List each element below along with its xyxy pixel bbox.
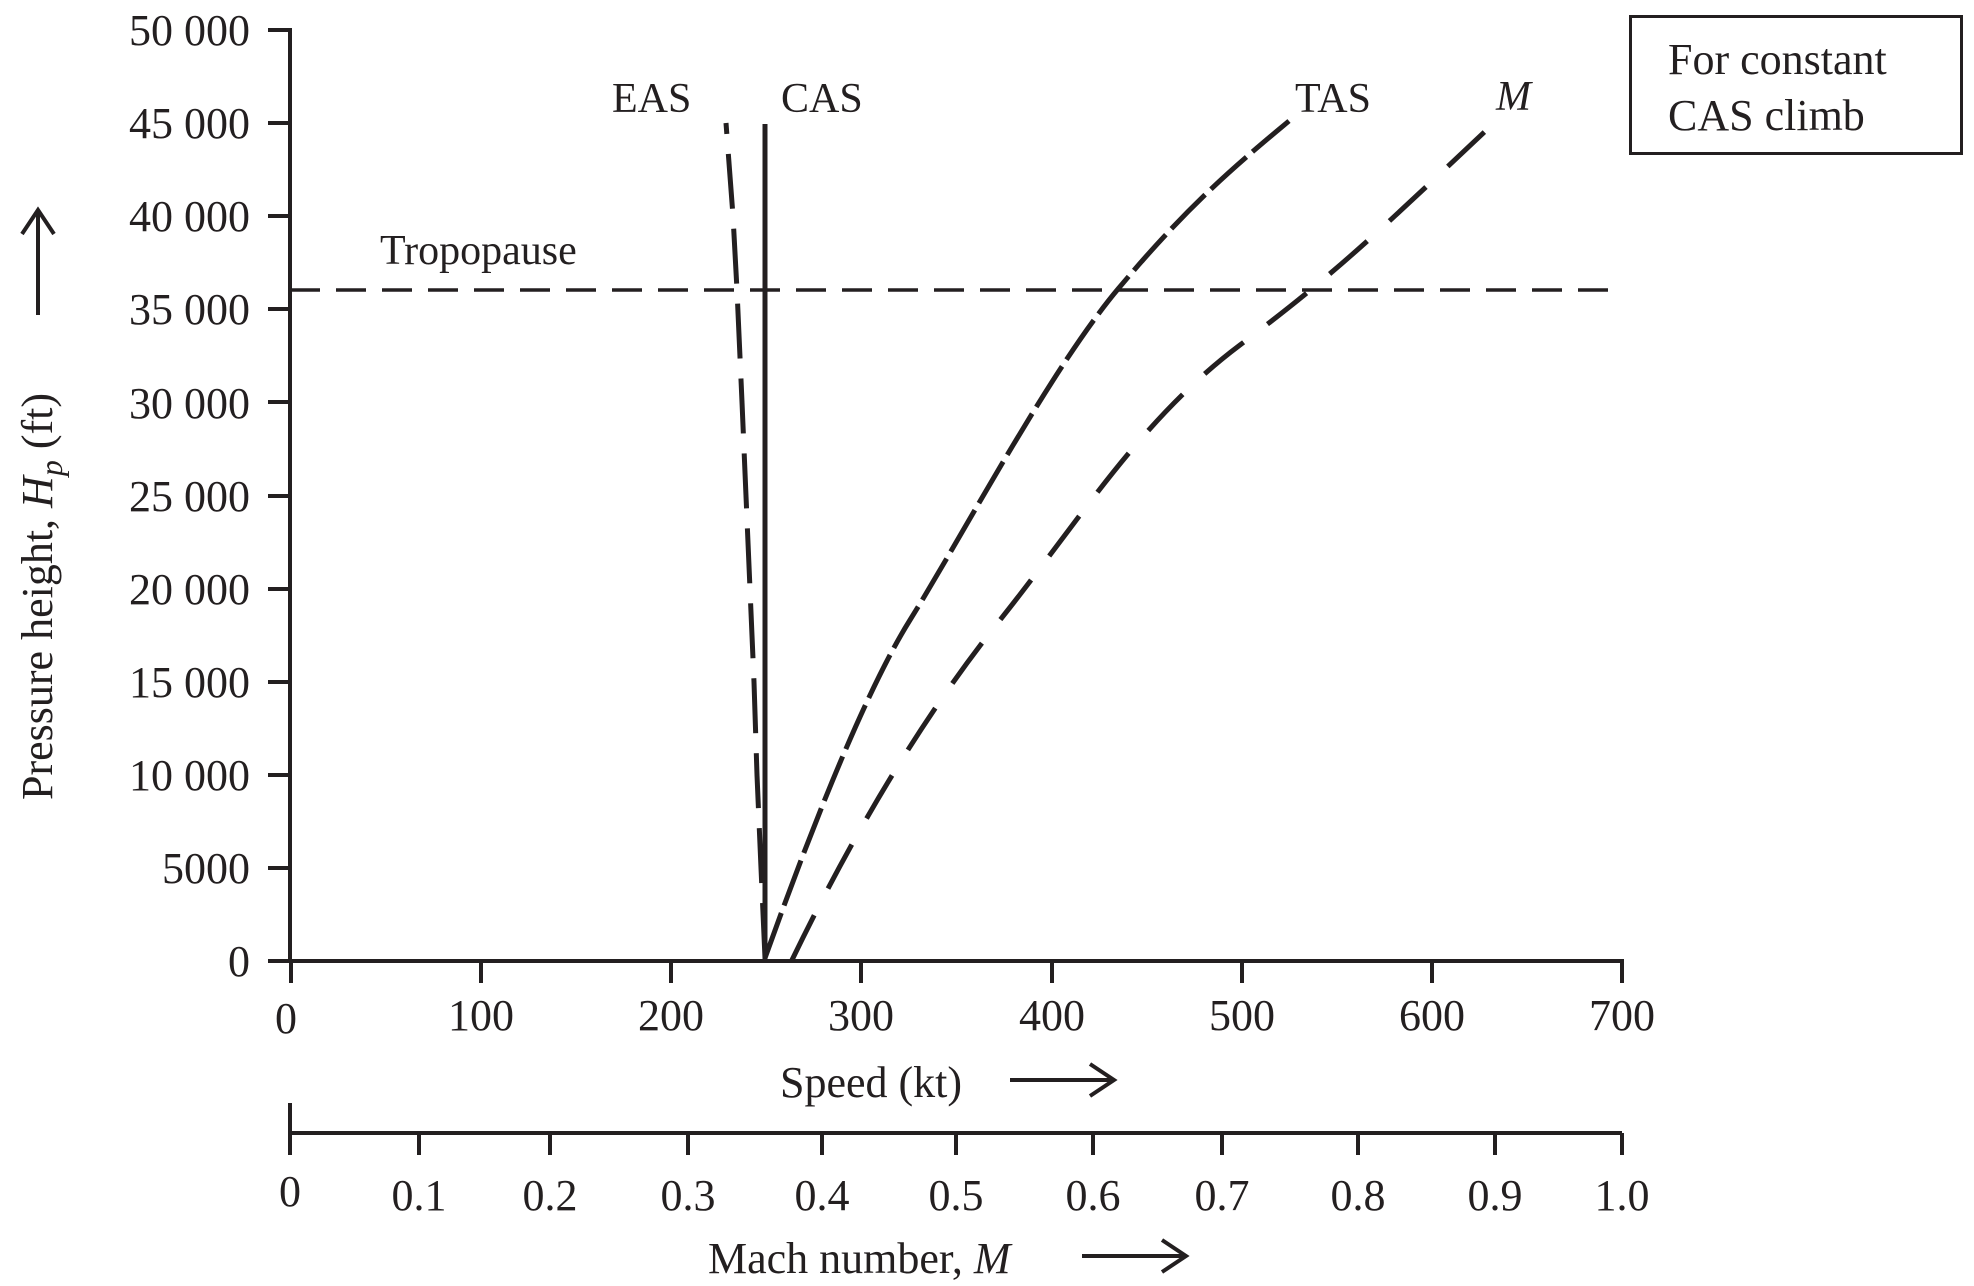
tas-label: TAS xyxy=(1295,76,1371,122)
svg-text:20 000: 20 000 xyxy=(129,565,250,614)
cas-label: CAS xyxy=(781,76,863,122)
mach-axis-ticks xyxy=(288,1103,1624,1155)
svg-text:300: 300 xyxy=(828,991,894,1040)
svg-text:15 000: 15 000 xyxy=(129,658,250,707)
y-axis-ticks xyxy=(268,28,290,870)
eas-curve xyxy=(723,122,768,959)
mach-curve-label: M xyxy=(1495,74,1533,120)
svg-text:0.2: 0.2 xyxy=(523,1171,578,1220)
svg-text:10 000: 10 000 xyxy=(129,751,250,800)
mach-axis-arrow-icon xyxy=(1082,1238,1190,1274)
annotation-line-2: CAS climb xyxy=(1668,91,1865,140)
speed-axis-title: Speed (kt) xyxy=(780,1058,962,1107)
y-axis-tick-labels: 0 5000 10 000 15 000 20 000 25 000 30 00… xyxy=(129,6,250,986)
svg-text:50 000: 50 000 xyxy=(129,6,250,55)
svg-text:700: 700 xyxy=(1589,991,1655,1040)
svg-text:0.5: 0.5 xyxy=(929,1171,984,1220)
svg-text:1.0: 1.0 xyxy=(1595,1171,1650,1220)
svg-text:400: 400 xyxy=(1019,991,1085,1040)
svg-text:0: 0 xyxy=(275,994,297,1043)
svg-text:0.4: 0.4 xyxy=(795,1171,850,1220)
svg-text:45 000: 45 000 xyxy=(129,99,250,148)
mach-curve xyxy=(789,122,1495,962)
svg-text:0: 0 xyxy=(279,1167,301,1216)
svg-text:0.6: 0.6 xyxy=(1066,1171,1121,1220)
svg-text:500: 500 xyxy=(1209,991,1275,1040)
svg-text:600: 600 xyxy=(1399,991,1465,1040)
svg-text:0.9: 0.9 xyxy=(1468,1171,1523,1220)
annotation-box: For constant CAS climb xyxy=(1629,15,1963,155)
svg-text:5000: 5000 xyxy=(162,844,250,893)
svg-text:0: 0 xyxy=(228,937,250,986)
x-axis-tick-labels: 0 100 200 300 400 500 600 700 xyxy=(275,991,1655,1043)
svg-text:35 000: 35 000 xyxy=(129,285,250,334)
tas-curve xyxy=(762,119,1291,959)
tropopause-label: Tropopause xyxy=(380,228,577,274)
eas-label: EAS xyxy=(612,76,691,122)
svg-text:0.7: 0.7 xyxy=(1195,1171,1250,1220)
svg-text:25 000: 25 000 xyxy=(129,472,250,521)
y-axis-arrow-icon xyxy=(20,206,56,315)
annotation-line-1: For constant xyxy=(1668,35,1887,84)
svg-text:0.3: 0.3 xyxy=(661,1171,716,1220)
mach-axis-title: Mach number, M xyxy=(708,1234,1013,1283)
speed-axis-arrow-icon xyxy=(1010,1062,1118,1098)
x-axis-ticks xyxy=(289,961,1624,983)
svg-text:0.1: 0.1 xyxy=(392,1171,447,1220)
svg-text:30 000: 30 000 xyxy=(129,379,250,428)
svg-text:100: 100 xyxy=(448,991,514,1040)
svg-text:40 000: 40 000 xyxy=(129,192,250,241)
svg-text:200: 200 xyxy=(638,991,704,1040)
svg-text:0.8: 0.8 xyxy=(1331,1171,1386,1220)
mach-axis-tick-labels: 0 0.1 0.2 0.3 0.4 0.5 0.6 0.7 0.8 0.9 1.… xyxy=(279,1167,1650,1220)
y-axis-title: Pressure height, Hp (ft) xyxy=(13,393,69,800)
